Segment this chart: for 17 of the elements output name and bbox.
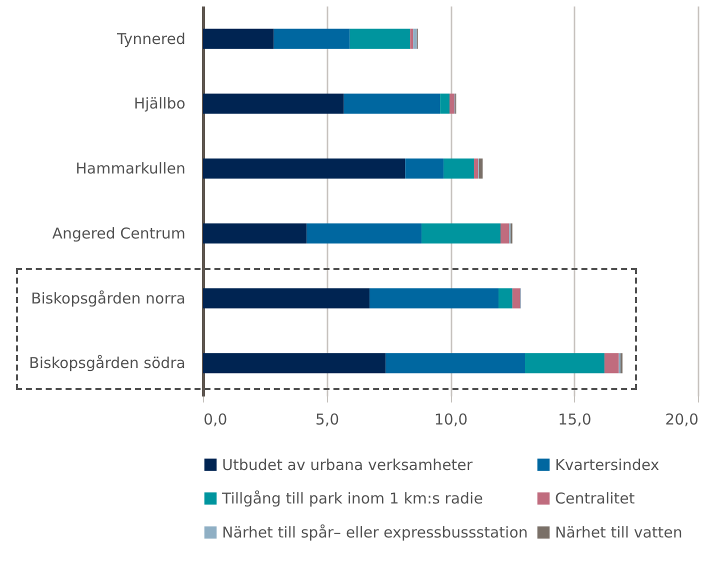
legend-label: Kvartersindex	[555, 456, 660, 474]
legend-label: Närhet till spår– eller expressbussstation	[222, 524, 528, 542]
y-tick-label: Biskopsgården södra	[29, 354, 186, 372]
x-tick-label: 20,0	[665, 410, 698, 428]
x-tick-label: 15,0	[558, 410, 592, 428]
x-tick-label: 10,0	[434, 410, 468, 428]
y-tick-label: Tynnered	[116, 30, 186, 48]
y-tick-label: Angered Centrum	[52, 224, 186, 242]
legend-label: Centralitet	[555, 490, 635, 508]
y-tick-label: Hjällbo	[134, 94, 186, 113]
x-tick-label: 0,0	[204, 410, 228, 428]
x-tick-label: 5,0	[315, 410, 340, 428]
y-tick-label: Biskopsgården norra	[30, 289, 186, 308]
legend-label: Utbudet av urbana verksamheter	[222, 456, 474, 474]
legend-label: Tillgång till park inom 1 km:s radie	[221, 490, 483, 508]
y-tick-label: Hammarkullen	[76, 160, 186, 178]
legend-label: Närhet till vatten	[555, 524, 682, 542]
